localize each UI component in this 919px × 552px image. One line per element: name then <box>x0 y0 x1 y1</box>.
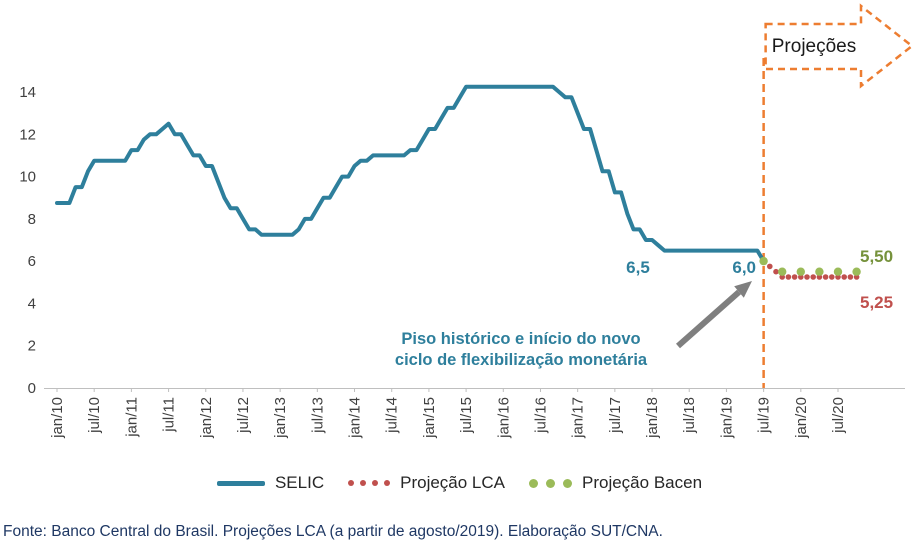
projection-dot <box>815 267 824 276</box>
lca-5-25-value-label: 5,25 <box>860 293 894 312</box>
x-tick-label: jan/11 <box>123 397 140 438</box>
x-tick-label: jul/19 <box>756 397 773 434</box>
x-tick-label: jan/18 <box>644 397 661 439</box>
x-tick-label: jul/10 <box>86 397 103 434</box>
y-tick-label: 6 <box>28 253 36 270</box>
projection-dot <box>822 274 829 280</box>
projection-dot <box>804 274 810 280</box>
x-tick-label: jul/15 <box>458 397 475 434</box>
x-tick-label: jan/14 <box>347 397 364 439</box>
x-tick-label: jan/19 <box>718 397 735 439</box>
projection-dot <box>810 274 816 280</box>
source-footer: Fonte: Banco Central do Brasil. Projeçõe… <box>3 523 663 540</box>
y-tick-label: 4 <box>28 295 36 312</box>
x-tick-label: jul/20 <box>830 397 847 434</box>
legend-item-lca: Projeção LCA <box>348 473 505 493</box>
projections-banner-arrow-shape <box>764 3 915 89</box>
x-tick-label: jul/17 <box>607 397 624 434</box>
lca-dots-swatch <box>348 480 391 486</box>
projection-dot <box>847 274 854 280</box>
bacen-5-50-value-label: 5,50 <box>860 247 894 266</box>
annotation-line-1: Piso histórico e início do novo <box>401 330 641 348</box>
y-tick-label: 12 <box>19 126 36 143</box>
projection-dot <box>841 274 847 280</box>
x-tick-label: jan/17 <box>570 397 587 439</box>
legend-label-bacen: Projeção Bacen <box>582 473 703 492</box>
legend-item-selic: SELIC <box>216 473 325 493</box>
y-tick-label: 14 <box>19 84 36 101</box>
legend-dot <box>348 480 355 486</box>
x-tick-label: jan/16 <box>495 397 512 439</box>
legend-dot <box>360 480 367 486</box>
selic-line-swatch <box>216 480 265 486</box>
annotation-line-2: ciclo de flexibilização monetária <box>394 351 648 369</box>
x-tick-label: jan/13 <box>272 397 289 439</box>
y-tick-label: 2 <box>28 338 36 355</box>
legend-item-bacen: Projeção Bacen <box>529 473 702 493</box>
x-tick-label: jan/20 <box>793 397 810 439</box>
x-tick-label: jul/13 <box>309 397 326 434</box>
y-tick-label: 0 <box>28 380 36 397</box>
x-tick-label: jul/11 <box>161 397 178 433</box>
legend-dot <box>372 480 379 486</box>
x-tick-label: jul/16 <box>532 397 549 434</box>
legend-dot <box>529 478 538 488</box>
projection-dot <box>767 263 773 270</box>
x-tick-label: jan/12 <box>198 397 215 439</box>
callout-arrow-shaft <box>676 289 741 349</box>
historic-floor-annotation: Piso histórico e início do novo ciclo de… <box>355 329 687 371</box>
y-tick-label: 8 <box>28 211 36 228</box>
projection-dot <box>773 268 779 275</box>
x-tick-label: jan/10 <box>49 397 66 439</box>
legend-dot <box>563 478 572 488</box>
projection-dot <box>791 274 798 280</box>
callout-arrow-head <box>734 281 752 298</box>
x-tick-label: jul/14 <box>384 397 401 434</box>
x-tick-label: jul/12 <box>235 397 252 434</box>
projection-dot <box>796 267 805 276</box>
y-tick-label: 10 <box>19 169 36 186</box>
selic-6-5-value-label: 6,5 <box>626 258 650 277</box>
x-tick-label: jul/18 <box>681 397 698 434</box>
projection-dot <box>829 274 835 280</box>
bacen-dots-swatch <box>529 478 572 488</box>
projection-dot <box>833 267 843 276</box>
projection-dot <box>785 274 792 280</box>
legend-dot <box>384 480 391 486</box>
projection-dot <box>778 267 787 276</box>
legend-label-selic: SELIC <box>274 473 325 492</box>
projections-banner-label: Projeções <box>771 36 857 57</box>
legend-label-lca: Projeção LCA <box>400 473 505 492</box>
x-tick-label: jan/15 <box>421 397 438 439</box>
selic-6-0-value-label: 6,0 <box>732 258 756 277</box>
legend-dot <box>546 478 555 488</box>
selic-line-series <box>55 84 766 264</box>
projection-dot <box>852 267 861 276</box>
chart-legend: SELIC Projeção LCA Projeção Bacen <box>0 473 919 493</box>
projection-dot <box>759 256 768 266</box>
